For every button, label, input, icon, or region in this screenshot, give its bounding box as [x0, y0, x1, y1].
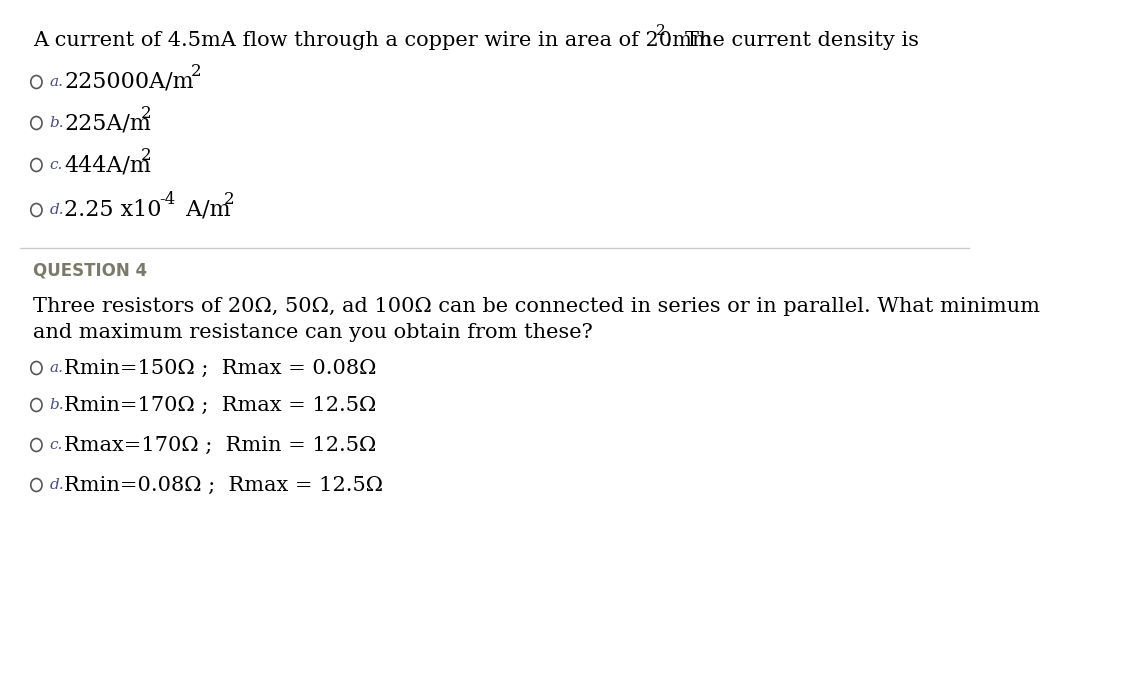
Text: A/m: A/m: [179, 199, 230, 221]
Text: .  The current density is: . The current density is: [665, 31, 919, 50]
Text: 2: 2: [224, 192, 234, 209]
Text: 2: 2: [141, 146, 152, 164]
Text: 444A/m: 444A/m: [64, 154, 151, 176]
Text: 225A/m: 225A/m: [64, 112, 151, 134]
Text: a.: a.: [49, 361, 64, 375]
Text: Rmin=150Ω ;  Rmax = 0.08Ω: Rmin=150Ω ; Rmax = 0.08Ω: [64, 358, 377, 377]
Text: d.: d.: [49, 478, 64, 492]
Text: a.: a.: [49, 75, 64, 89]
Text: c.: c.: [49, 438, 63, 452]
Text: b.: b.: [49, 116, 64, 130]
Text: 2: 2: [141, 104, 152, 122]
Text: 2: 2: [191, 64, 201, 80]
Text: b.: b.: [49, 398, 64, 412]
Text: -4: -4: [160, 192, 176, 209]
Text: c.: c.: [49, 158, 63, 172]
Text: 2: 2: [656, 24, 666, 38]
Text: d.: d.: [49, 203, 64, 217]
Text: Three resistors of 20Ω, 50Ω, ad 100Ω can be connected in series or in parallel. : Three resistors of 20Ω, 50Ω, ad 100Ω can…: [33, 298, 1039, 316]
Text: 2.25 x10: 2.25 x10: [64, 199, 162, 221]
Text: and maximum resistance can you obtain from these?: and maximum resistance can you obtain fr…: [33, 323, 592, 342]
Text: Rmin=0.08Ω ;  Rmax = 12.5Ω: Rmin=0.08Ω ; Rmax = 12.5Ω: [64, 475, 383, 494]
Text: 225000A/m: 225000A/m: [64, 71, 194, 93]
Text: QUESTION 4: QUESTION 4: [33, 261, 147, 279]
Text: Rmin=170Ω ;  Rmax = 12.5Ω: Rmin=170Ω ; Rmax = 12.5Ω: [64, 395, 377, 414]
Text: A current of 4.5mA flow through a copper wire in area of 20mm: A current of 4.5mA flow through a copper…: [33, 31, 712, 50]
Text: Rmax=170Ω ;  Rmin = 12.5Ω: Rmax=170Ω ; Rmin = 12.5Ω: [64, 435, 377, 454]
